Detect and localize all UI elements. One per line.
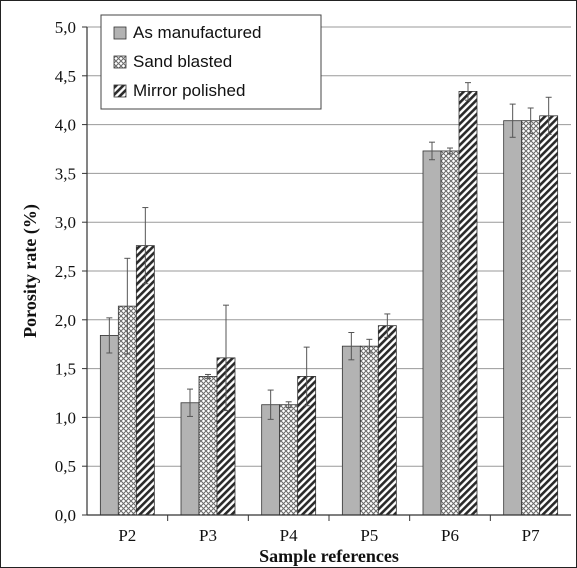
bar xyxy=(359,345,379,516)
bar xyxy=(521,120,541,516)
x-tick-label: P5 xyxy=(360,526,378,545)
x-tick-label: P4 xyxy=(280,526,298,545)
bar xyxy=(440,150,460,516)
y-tick-label: 4,0 xyxy=(55,116,76,135)
gridlines xyxy=(87,26,571,467)
y-tick-label: 5,0 xyxy=(55,18,76,37)
x-tick-label: P3 xyxy=(199,526,217,545)
x-tick-label: P6 xyxy=(441,526,459,545)
bar xyxy=(539,115,559,516)
legend-swatch xyxy=(113,55,127,69)
error-bars xyxy=(106,82,552,420)
y-axis-title: Porosity rate (%) xyxy=(20,204,41,338)
y-tick-label: 3,5 xyxy=(55,164,76,183)
bar xyxy=(198,376,218,516)
x-tick-label: P2 xyxy=(118,526,136,545)
bars xyxy=(99,91,559,516)
legend-swatch xyxy=(113,26,127,40)
legend-label: Sand blasted xyxy=(133,52,232,71)
bar xyxy=(279,404,299,516)
y-tick-label: 4,5 xyxy=(55,67,76,86)
bar xyxy=(135,245,155,516)
y-tick-label: 1,5 xyxy=(55,360,76,379)
tick-labels: 0,0 0,5 1,0 1,5 2,0 2,5 3,0 3,5 4,0 4,5 5,0 P2 P3 P4 P… xyxy=(55,18,540,545)
legend-label: As manufactured xyxy=(133,23,262,42)
legend-label: Mirror polished xyxy=(133,81,245,100)
y-tick-label: 1,0 xyxy=(55,408,76,427)
bar xyxy=(377,325,397,516)
bar xyxy=(458,91,478,516)
x-tick-label: P7 xyxy=(522,526,540,545)
legend-swatch xyxy=(113,84,127,98)
y-tick-label: 0,5 xyxy=(55,457,76,476)
x-axis-title: Sample references xyxy=(259,546,399,566)
bar xyxy=(99,335,119,516)
bar xyxy=(261,404,281,516)
bar xyxy=(422,150,442,516)
bar xyxy=(180,402,200,516)
legend-box xyxy=(100,14,322,110)
bar xyxy=(341,345,361,516)
legend: As manufactured Sand blasted Mirror polish… xyxy=(100,14,322,110)
y-tick-label: 3,0 xyxy=(55,213,76,232)
y-tick-label: 2,5 xyxy=(55,262,76,281)
bar xyxy=(503,120,523,516)
y-tick-label: 0,0 xyxy=(55,506,76,525)
y-tick-label: 2,0 xyxy=(55,311,76,330)
